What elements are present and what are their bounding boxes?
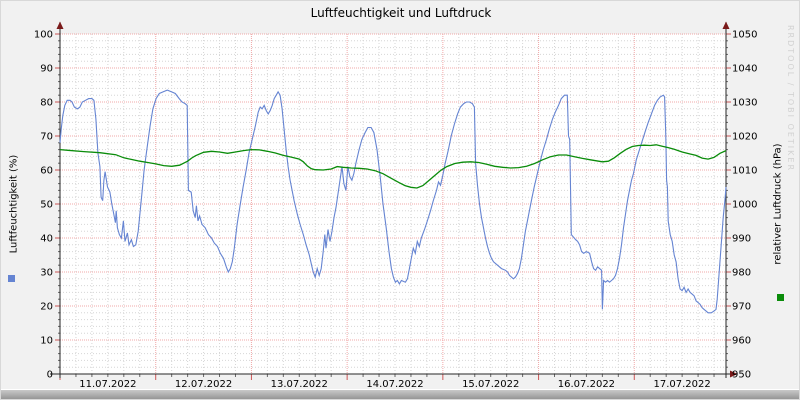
- svg-text:17.07.2022: 17.07.2022: [653, 379, 710, 390]
- svg-text:1000: 1000: [732, 200, 757, 211]
- svg-text:1030: 1030: [732, 98, 757, 109]
- svg-text:990: 990: [732, 234, 751, 245]
- svg-text:0: 0: [47, 370, 53, 381]
- svg-text:1020: 1020: [732, 132, 757, 143]
- svg-text:50: 50: [40, 200, 53, 211]
- svg-text:12.07.2022: 12.07.2022: [175, 379, 232, 390]
- svg-text:13.07.2022: 13.07.2022: [271, 379, 328, 390]
- svg-text:70: 70: [40, 132, 53, 143]
- svg-text:90: 90: [40, 64, 53, 75]
- watermark: RRDTOOL / TOBI OETIKER: [786, 25, 795, 173]
- humidity-legend-marker: [8, 275, 15, 282]
- left-axis-label: Luftfeuchtigkeit (%): [8, 154, 20, 254]
- right-axis-label: relativer Luftdruck (hPa): [772, 143, 784, 265]
- svg-text:60: 60: [40, 166, 53, 177]
- svg-text:100: 100: [34, 30, 53, 41]
- svg-text:30: 30: [40, 268, 53, 279]
- svg-text:1050: 1050: [732, 30, 757, 41]
- svg-text:15.07.2022: 15.07.2022: [462, 379, 519, 390]
- svg-text:980: 980: [732, 268, 751, 279]
- svg-text:950: 950: [732, 370, 751, 381]
- svg-text:1010: 1010: [732, 166, 757, 177]
- pressure-legend-marker: [777, 294, 784, 301]
- svg-text:960: 960: [732, 336, 751, 347]
- svg-text:80: 80: [40, 98, 53, 109]
- window-bottom-bar: [1, 389, 799, 399]
- svg-text:40: 40: [40, 234, 53, 245]
- chart-title: Luftfeuchtigkeit und Luftdruck: [310, 6, 492, 20]
- svg-text:10: 10: [40, 336, 53, 347]
- svg-text:970: 970: [732, 302, 751, 313]
- svg-text:14.07.2022: 14.07.2022: [366, 379, 423, 390]
- svg-text:20: 20: [40, 302, 53, 313]
- svg-text:11.07.2022: 11.07.2022: [79, 379, 136, 390]
- svg-text:16.07.2022: 16.07.2022: [558, 379, 615, 390]
- svg-text:1040: 1040: [732, 64, 757, 75]
